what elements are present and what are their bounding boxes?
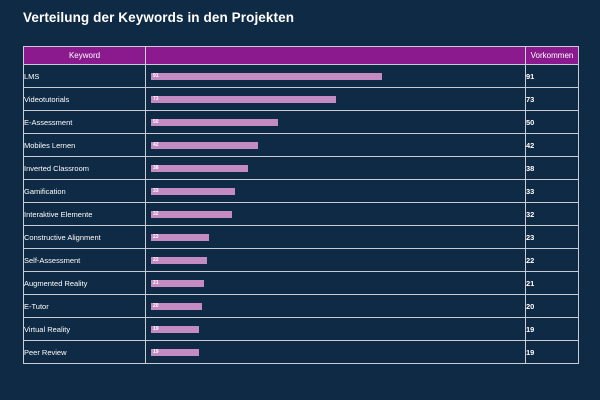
keyword-label: Mobiles Lernen [23, 133, 146, 157]
bar-value-label: 23 [153, 233, 159, 240]
table-row: Videotutorials 73 73 [23, 87, 579, 111]
keyword-label: Gamification [23, 179, 146, 203]
count-value: 50 [525, 110, 579, 134]
bar-value-label: 50 [153, 118, 159, 125]
table-row: Mobiles Lernen 42 42 [23, 133, 579, 157]
table-row: E-Tutor 20 20 [23, 294, 579, 318]
header-count: Vorkommen [525, 46, 579, 65]
count-value: 33 [525, 179, 579, 203]
count-value: 20 [525, 294, 579, 318]
count-value: 38 [525, 156, 579, 180]
keyword-label: Constructive Alignment [23, 225, 146, 249]
bar-cell: 19 [145, 340, 526, 364]
bar: 19 [151, 325, 200, 333]
table-body: LMS 91 91 Videotutorials 73 73 E-Assessment 50 5… [23, 64, 579, 364]
keyword-label: Augmented Reality [23, 271, 146, 295]
bar-cell: 73 [145, 87, 526, 111]
count-value: 32 [525, 202, 579, 226]
bar-value-label: 19 [153, 348, 159, 355]
bar-value-label: 22 [153, 256, 159, 263]
bar-value-label: 73 [153, 95, 159, 102]
bar-value-label: 33 [153, 187, 159, 194]
bar: 42 [151, 141, 258, 149]
keyword-label: Virtual Reality [23, 317, 146, 341]
table-row: Inverted Classroom 38 38 [23, 156, 579, 180]
header-bar [145, 46, 526, 65]
bar-value-label: 19 [153, 325, 159, 332]
count-value: 91 [525, 64, 579, 88]
keyword-label: LMS [23, 64, 146, 88]
table-row: E-Assessment 50 50 [23, 110, 579, 134]
bar-value-label: 38 [153, 164, 159, 171]
bar: 22 [151, 256, 207, 264]
table-row: LMS 91 91 [23, 64, 579, 88]
bar-cell: 23 [145, 225, 526, 249]
bar-cell: 50 [145, 110, 526, 134]
table-row: Self-Assessment 22 22 [23, 248, 579, 272]
count-value: 21 [525, 271, 579, 295]
bar-value-label: 32 [153, 210, 159, 217]
table-row: Interaktive Elemente 32 32 [23, 202, 579, 226]
bar: 21 [151, 279, 205, 287]
bar-cell: 22 [145, 248, 526, 272]
table-row: Constructive Alignment 23 23 [23, 225, 579, 249]
bar-cell: 19 [145, 317, 526, 341]
count-value: 19 [525, 340, 579, 364]
count-value: 73 [525, 87, 579, 111]
bar-cell: 33 [145, 179, 526, 203]
table-row: Augmented Reality 21 21 [23, 271, 579, 295]
bar: 33 [151, 187, 235, 195]
bar-cell: 42 [145, 133, 526, 157]
keyword-label: Videotutorials [23, 87, 146, 111]
keyword-label: Inverted Classroom [23, 156, 146, 180]
bar: 38 [151, 164, 248, 172]
header-keyword: Keyword [23, 46, 146, 65]
bar-value-label: 21 [153, 279, 159, 286]
bar-cell: 38 [145, 156, 526, 180]
count-value: 22 [525, 248, 579, 272]
bar: 50 [151, 118, 278, 126]
bar-value-label: 20 [153, 302, 159, 309]
keyword-label: Interaktive Elemente [23, 202, 146, 226]
bar: 91 [151, 72, 383, 80]
count-value: 23 [525, 225, 579, 249]
bar-cell: 20 [145, 294, 526, 318]
table-row: Peer Review 19 19 [23, 340, 579, 364]
keyword-label: E-Assessment [23, 110, 146, 134]
count-value: 19 [525, 317, 579, 341]
bar: 19 [151, 348, 200, 356]
table-row: Virtual Reality 19 19 [23, 317, 579, 341]
bar: 73 [151, 95, 337, 103]
bar: 23 [151, 233, 210, 241]
bar-cell: 32 [145, 202, 526, 226]
table-header-row: Keyword Vorkommen [23, 46, 579, 65]
keyword-label: Peer Review [23, 340, 146, 364]
bar-value-label: 91 [153, 72, 159, 79]
count-value: 42 [525, 133, 579, 157]
bar: 32 [151, 210, 233, 218]
keyword-label: E-Tutor [23, 294, 146, 318]
keyword-table: Keyword Vorkommen LMS 91 91 Videotutorials 7… [23, 46, 579, 364]
bar: 20 [151, 302, 202, 310]
keyword-label: Self-Assessment [23, 248, 146, 272]
bar-cell: 91 [145, 64, 526, 88]
chart-title: Verteilung der Keywords in den Projekten [23, 10, 295, 25]
bar-cell: 21 [145, 271, 526, 295]
table-row: Gamification 33 33 [23, 179, 579, 203]
bar-value-label: 42 [153, 141, 159, 148]
